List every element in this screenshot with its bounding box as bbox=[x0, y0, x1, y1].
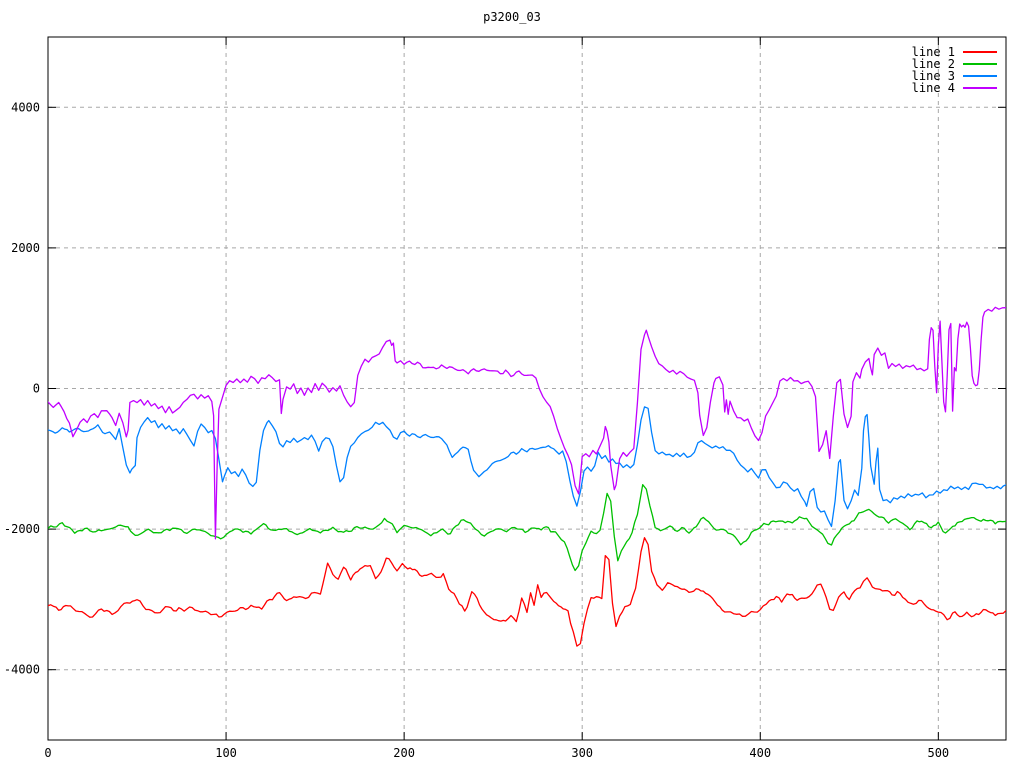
series-line-4 bbox=[48, 306, 1006, 540]
x-tick-label: 100 bbox=[215, 746, 237, 760]
legend-swatch-line-1 bbox=[963, 51, 997, 53]
legend-item-line-1: line 1 bbox=[912, 46, 997, 58]
legend-swatch-line-4 bbox=[963, 75, 997, 77]
y-tick-label: 0 bbox=[33, 382, 40, 396]
legend-item-line-3: line 3 bbox=[912, 70, 997, 82]
x-tick-label: 300 bbox=[571, 746, 593, 760]
y-tick-label: 2000 bbox=[11, 241, 40, 255]
x-tick-label: 200 bbox=[393, 746, 415, 760]
legend-label-line-1: line 1 bbox=[911, 45, 955, 59]
x-tick-label: 400 bbox=[749, 746, 771, 760]
legend-swatch-line-4 bbox=[963, 87, 997, 89]
x-tick-label: 500 bbox=[927, 746, 949, 760]
series-line-3 bbox=[48, 406, 1006, 528]
legend-item-line-2: line 2 bbox=[912, 58, 997, 70]
y-tick-label: -4000 bbox=[4, 663, 40, 677]
x-tick-label: 0 bbox=[44, 746, 51, 760]
legend-swatch-line-2 bbox=[963, 63, 997, 65]
legend-label-line-3: line 3 bbox=[911, 69, 955, 83]
chart-title: p3200_03 bbox=[483, 10, 541, 24]
series-line-1 bbox=[48, 537, 1006, 647]
series-line-2 bbox=[48, 484, 1006, 572]
y-tick-label: -2000 bbox=[4, 522, 40, 536]
y-tick-label: 4000 bbox=[11, 100, 40, 114]
legend-item-line-4: line 4 bbox=[912, 82, 997, 94]
plot-border bbox=[47, 36, 1007, 741]
legend-label-line-2: line 2 bbox=[911, 57, 955, 71]
legend-label-line-4: line 4 bbox=[911, 81, 955, 95]
